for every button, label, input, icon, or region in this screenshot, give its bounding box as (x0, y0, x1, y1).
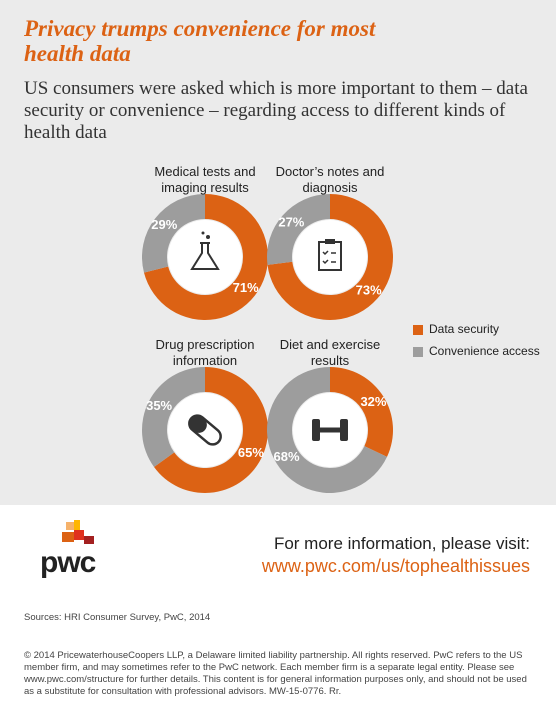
pwc-logo-mark (62, 520, 94, 544)
title: Privacy trumps convenience for most heal… (24, 16, 376, 66)
copyright: © 2014 PricewaterhouseCoopers LLP, a Del… (24, 650, 527, 697)
donut-segment (154, 367, 268, 493)
chart-title: Drug prescription information (155, 337, 255, 368)
icon (190, 242, 220, 270)
info-text: For more information, please visit: (273, 534, 530, 553)
data-label: 65% (238, 445, 264, 460)
data-label: 71% (233, 280, 259, 295)
data-label: 27% (278, 214, 304, 229)
data-label: 29% (151, 217, 177, 232)
icon (189, 415, 207, 433)
donut-segment (142, 194, 205, 273)
icon (340, 419, 348, 441)
donut-segment (266, 194, 330, 265)
donut-hole (293, 220, 367, 294)
icon (322, 250, 336, 265)
data-label: 68% (274, 449, 300, 464)
donut-hole (168, 220, 242, 294)
donut-segment (330, 367, 393, 457)
donut-segment (267, 367, 388, 493)
icon (320, 427, 340, 433)
data-label: 35% (146, 398, 172, 413)
donut-chart: 65% 35% (142, 367, 268, 493)
donut-segment (267, 194, 393, 320)
donut-segment (143, 194, 269, 321)
data-label: 73% (356, 282, 382, 297)
sources: Sources: HRI Consumer Survey, PwC, 2014 (24, 612, 211, 623)
donut-chart: 73% 27% (266, 194, 393, 320)
legend-label: Convenience access (429, 344, 540, 358)
chart-title: Medical tests and imaging results (154, 164, 256, 195)
donut-chart: 71% 29% (142, 194, 269, 321)
icon (312, 419, 320, 441)
logo: pwc (40, 546, 96, 579)
subtitle: US consumers were asked which is more im… (24, 78, 528, 143)
icon (206, 235, 210, 239)
legend-label: Data security (429, 322, 499, 336)
icon (325, 239, 335, 244)
chart-title: Diet and exercise results (279, 337, 381, 368)
url[interactable]: www.pwc.com/us/tophealthissues (261, 556, 530, 576)
data-label: 32% (360, 394, 386, 409)
legend-swatch (413, 347, 423, 357)
donut-segment (142, 367, 205, 468)
donut-chart: 32% 68% (267, 367, 393, 493)
icon (201, 231, 205, 235)
legend-swatch (413, 325, 423, 335)
chart-title: Doctor’s notes and diagnosis (275, 164, 385, 195)
